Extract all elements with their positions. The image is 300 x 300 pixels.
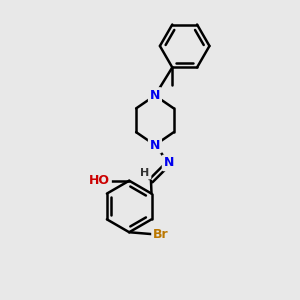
Text: N: N: [164, 156, 174, 170]
Text: H: H: [140, 168, 150, 178]
Text: HO: HO: [89, 174, 110, 187]
Text: N: N: [150, 139, 160, 152]
Text: Br: Br: [153, 228, 169, 241]
Text: N: N: [150, 89, 160, 102]
